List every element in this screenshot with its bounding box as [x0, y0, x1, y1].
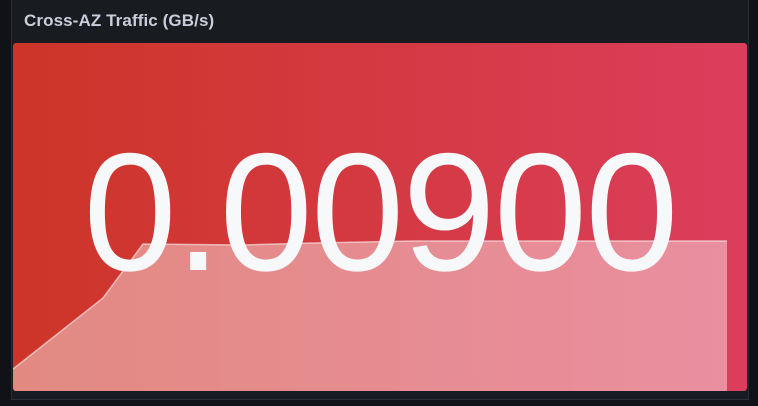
stat-panel[interactable]: Cross-AZ Traffic (GB/s) 0.00900 — [11, 0, 749, 400]
stat-background — [13, 43, 747, 391]
panel-title: Cross-AZ Traffic (GB/s) — [24, 11, 215, 30]
panel-header[interactable]: Cross-AZ Traffic (GB/s) — [12, 0, 748, 42]
stat-visualization: 0.00900 — [13, 43, 747, 391]
stat-value: 0.00900 — [83, 118, 678, 306]
stat-gradient-background — [13, 43, 747, 391]
next-panel-edge — [0, 400, 758, 406]
sparkline-area — [13, 241, 727, 391]
sparkline-line — [13, 240, 727, 370]
